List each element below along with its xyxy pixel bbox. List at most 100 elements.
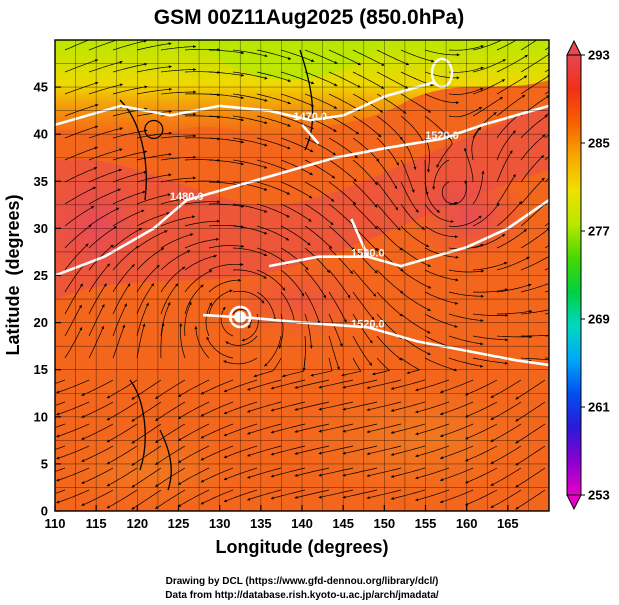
streamline-arrow (515, 484, 519, 488)
streamline (448, 357, 484, 367)
streamline-arrow (328, 245, 332, 249)
streamline (415, 423, 450, 435)
y-tick-label: 5 (41, 456, 48, 471)
streamline-arrow (131, 440, 135, 444)
streamline (280, 181, 313, 199)
streamline-arrow (352, 201, 356, 205)
streamlines (32, 40, 549, 510)
streamline (88, 304, 105, 337)
streamline (160, 266, 186, 293)
x-tick-label: 165 (497, 516, 519, 531)
streamline-arrow (343, 319, 347, 323)
streamline (496, 283, 532, 293)
x-tick-label: 135 (250, 516, 272, 531)
colorbar-top-arrow (566, 39, 582, 56)
streamline-arrow (318, 473, 322, 477)
streamline (342, 489, 378, 499)
streamline-arrow (209, 302, 212, 306)
streamline-arrow (333, 128, 337, 132)
streamline (400, 181, 419, 213)
streamline-arrow (450, 220, 454, 223)
streamline-arrow (127, 283, 131, 287)
streamline-arrow (400, 268, 404, 272)
streamline (256, 137, 291, 150)
streamline (112, 151, 148, 161)
streamline (520, 114, 548, 139)
streamline (328, 71, 361, 88)
streamline (88, 226, 117, 249)
streamline (270, 467, 306, 478)
streamline (352, 313, 373, 344)
streamline-arrow (425, 244, 430, 247)
streamline (400, 115, 424, 143)
streamline (366, 401, 402, 411)
streamline-arrow (85, 243, 89, 247)
streamline (304, 159, 336, 179)
streamline (328, 49, 361, 66)
streamline (112, 40, 147, 51)
streamline (415, 489, 450, 501)
streamline-arrow (415, 476, 419, 480)
streamline (136, 66, 172, 73)
streamline (232, 137, 268, 147)
streamline-arrow (406, 371, 410, 374)
streamline (424, 49, 460, 56)
streamline (155, 445, 186, 466)
streamline-arrow (247, 431, 251, 435)
streamline-arrow (282, 287, 286, 291)
y-tick-label: 40 (34, 127, 48, 142)
streamline-arrow (399, 313, 403, 317)
streamline-arrow (371, 316, 375, 321)
colorbar-frame (566, 54, 582, 496)
streamline-arrow (217, 200, 221, 204)
streamline (496, 54, 528, 73)
streamline-arrow (286, 214, 290, 218)
streamline-arrow (32, 455, 35, 458)
streamline (136, 42, 172, 51)
streamline-arrow (311, 59, 315, 62)
streamline (208, 245, 245, 249)
streamline (256, 291, 276, 321)
streamline-arrow (431, 59, 435, 63)
streamline (55, 445, 66, 450)
streamline (208, 263, 244, 271)
streamline-arrow (264, 165, 268, 169)
streamline (247, 489, 282, 501)
streamline-arrow (78, 304, 82, 309)
streamline (280, 159, 313, 176)
streamline-arrow (142, 190, 146, 194)
streamline (497, 310, 533, 315)
streamline-arrow (351, 247, 355, 251)
streamline-arrow (200, 284, 204, 288)
streamline (352, 71, 385, 89)
streamline (294, 467, 330, 477)
streamline (232, 49, 268, 57)
streamline-arrow (369, 340, 373, 344)
streamline (155, 423, 186, 444)
streamline (318, 467, 354, 477)
contour-label: 1480.0 (170, 191, 204, 203)
streamline (160, 302, 171, 337)
streamline (232, 115, 268, 124)
streamline-arrow (331, 175, 335, 179)
streamline (55, 423, 66, 428)
streamline-arrow (331, 198, 335, 202)
streamline (294, 401, 330, 411)
streamline-arrow (56, 478, 60, 482)
streamline-arrow (151, 283, 154, 287)
streamline (465, 379, 498, 396)
streamline (352, 181, 378, 208)
streamline (112, 283, 131, 315)
streamline-arrow (193, 68, 197, 72)
streamline-arrow (103, 283, 107, 287)
streamline-arrow (81, 503, 85, 506)
streamline (55, 401, 66, 406)
streamline (376, 49, 410, 66)
streamline-arrow (509, 150, 513, 154)
streamline (515, 379, 546, 400)
streamline-arrow (161, 323, 165, 326)
streamline-arrow (178, 394, 182, 397)
streamline-arrow (247, 453, 251, 457)
streamline-arrow (119, 83, 123, 87)
streamline (280, 269, 305, 297)
